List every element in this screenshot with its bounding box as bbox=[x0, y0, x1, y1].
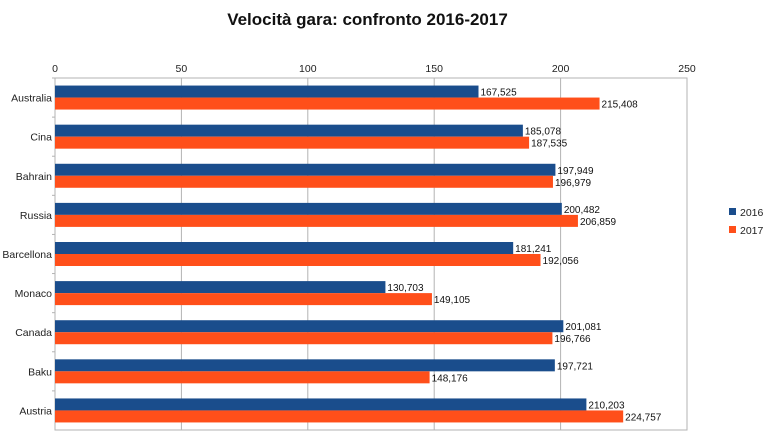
legend-label: 2017 bbox=[740, 225, 764, 237]
x-tick-label: 200 bbox=[552, 63, 570, 75]
data-label: 196,979 bbox=[555, 178, 592, 189]
data-label: 167,525 bbox=[481, 88, 518, 99]
category-label: Austria bbox=[19, 405, 52, 417]
x-tick-label: 50 bbox=[176, 63, 188, 75]
category-label: Monaco bbox=[15, 288, 53, 300]
x-tick-label: 250 bbox=[678, 63, 696, 75]
bar-2017-canada bbox=[55, 332, 553, 345]
bar-2016-austria bbox=[55, 398, 587, 411]
category-label: Barcellona bbox=[2, 249, 52, 261]
data-label: 181,241 bbox=[515, 244, 552, 255]
x-axis-ticks: 0 50 100 150 200 250 bbox=[52, 63, 696, 75]
x-tick-label: 0 bbox=[52, 63, 58, 75]
bar-2017-austria bbox=[55, 410, 624, 423]
bar-2017-australia bbox=[55, 97, 600, 110]
data-label: 197,721 bbox=[557, 361, 594, 372]
data-label: 185,078 bbox=[525, 127, 562, 138]
data-label: 130,703 bbox=[387, 283, 424, 294]
data-label: 200,482 bbox=[564, 205, 601, 216]
data-label: 187,535 bbox=[531, 139, 568, 150]
legend: 2016 2017 bbox=[729, 207, 764, 237]
bar-2017-bahrain bbox=[55, 175, 553, 188]
data-label: 206,859 bbox=[580, 217, 617, 228]
legend-swatch bbox=[729, 226, 736, 233]
bar-2017-baku bbox=[55, 371, 430, 384]
bar-2016-russia bbox=[55, 202, 562, 215]
category-labels: Australia Cina Bahrain Russia Barcellona Mona… bbox=[2, 77, 55, 417]
data-label: 192,056 bbox=[543, 256, 580, 267]
x-tick-label: 150 bbox=[425, 63, 443, 75]
bar-2016-bahrain bbox=[55, 163, 556, 176]
bar-2016-monaco bbox=[55, 281, 386, 294]
bar-2017-monaco bbox=[55, 293, 432, 306]
category-label: Bahrain bbox=[16, 171, 52, 183]
data-label: 197,949 bbox=[557, 166, 594, 177]
category-label: Baku bbox=[28, 366, 52, 378]
data-label: 224,757 bbox=[625, 412, 662, 423]
category-label: Canada bbox=[15, 327, 52, 339]
bar-2017-barcellona bbox=[55, 254, 541, 266]
bars bbox=[55, 85, 624, 423]
data-label: 215,408 bbox=[602, 100, 639, 111]
bar-2017-russia bbox=[55, 214, 578, 227]
chart-title: Velocità gara: confronto 2016-2017 bbox=[227, 10, 508, 29]
data-label: 149,105 bbox=[434, 295, 471, 306]
data-label: 148,176 bbox=[432, 373, 469, 384]
bar-2017-cina bbox=[55, 136, 530, 149]
data-label: 210,203 bbox=[588, 400, 625, 411]
category-label: Australia bbox=[11, 93, 52, 105]
bar-2016-barcellona bbox=[55, 242, 514, 254]
data-label: 201,081 bbox=[565, 322, 602, 333]
bar-2016-cina bbox=[55, 124, 523, 137]
bar-2016-canada bbox=[55, 320, 564, 333]
x-tick-label: 100 bbox=[299, 63, 317, 75]
bar-2016-baku bbox=[55, 359, 555, 372]
category-label: Russia bbox=[20, 210, 52, 222]
category-label: Cina bbox=[30, 132, 52, 144]
data-label: 196,766 bbox=[554, 334, 591, 345]
bar-2016-australia bbox=[55, 85, 479, 98]
legend-label: 2016 bbox=[740, 207, 764, 219]
legend-swatch bbox=[729, 208, 736, 215]
